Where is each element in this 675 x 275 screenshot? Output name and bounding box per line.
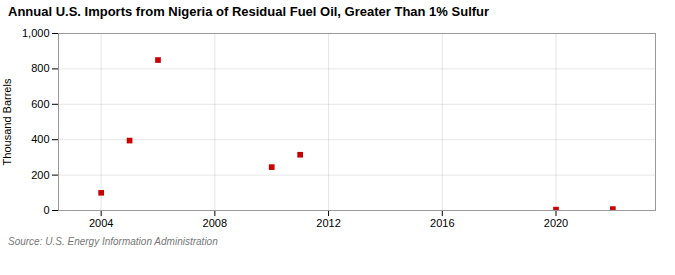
svg-text:2008: 2008 [203, 217, 227, 229]
html-text:Source: U.S. Energy Informatio: Source: U.S. Energy Information Administ… [8, 236, 218, 247]
html-text:Annual U.S. Imports from Niger: Annual U.S. Imports from Nigeria of Resi… [8, 4, 490, 19]
svg-text:2012: 2012 [316, 217, 340, 229]
svg-text:400: 400 [31, 133, 49, 145]
svg-text:Thousand Barrels: Thousand Barrels [1, 78, 13, 165]
svg-text:200: 200 [31, 169, 49, 181]
svg-text:1,000: 1,000 [22, 27, 50, 39]
svg-text:600: 600 [31, 98, 49, 110]
svg-text:0: 0 [43, 204, 49, 216]
svg-text:2020: 2020 [544, 217, 568, 229]
svg-text:800: 800 [31, 62, 49, 74]
svg-text:2016: 2016 [430, 217, 454, 229]
svg-text:2004: 2004 [89, 217, 113, 229]
